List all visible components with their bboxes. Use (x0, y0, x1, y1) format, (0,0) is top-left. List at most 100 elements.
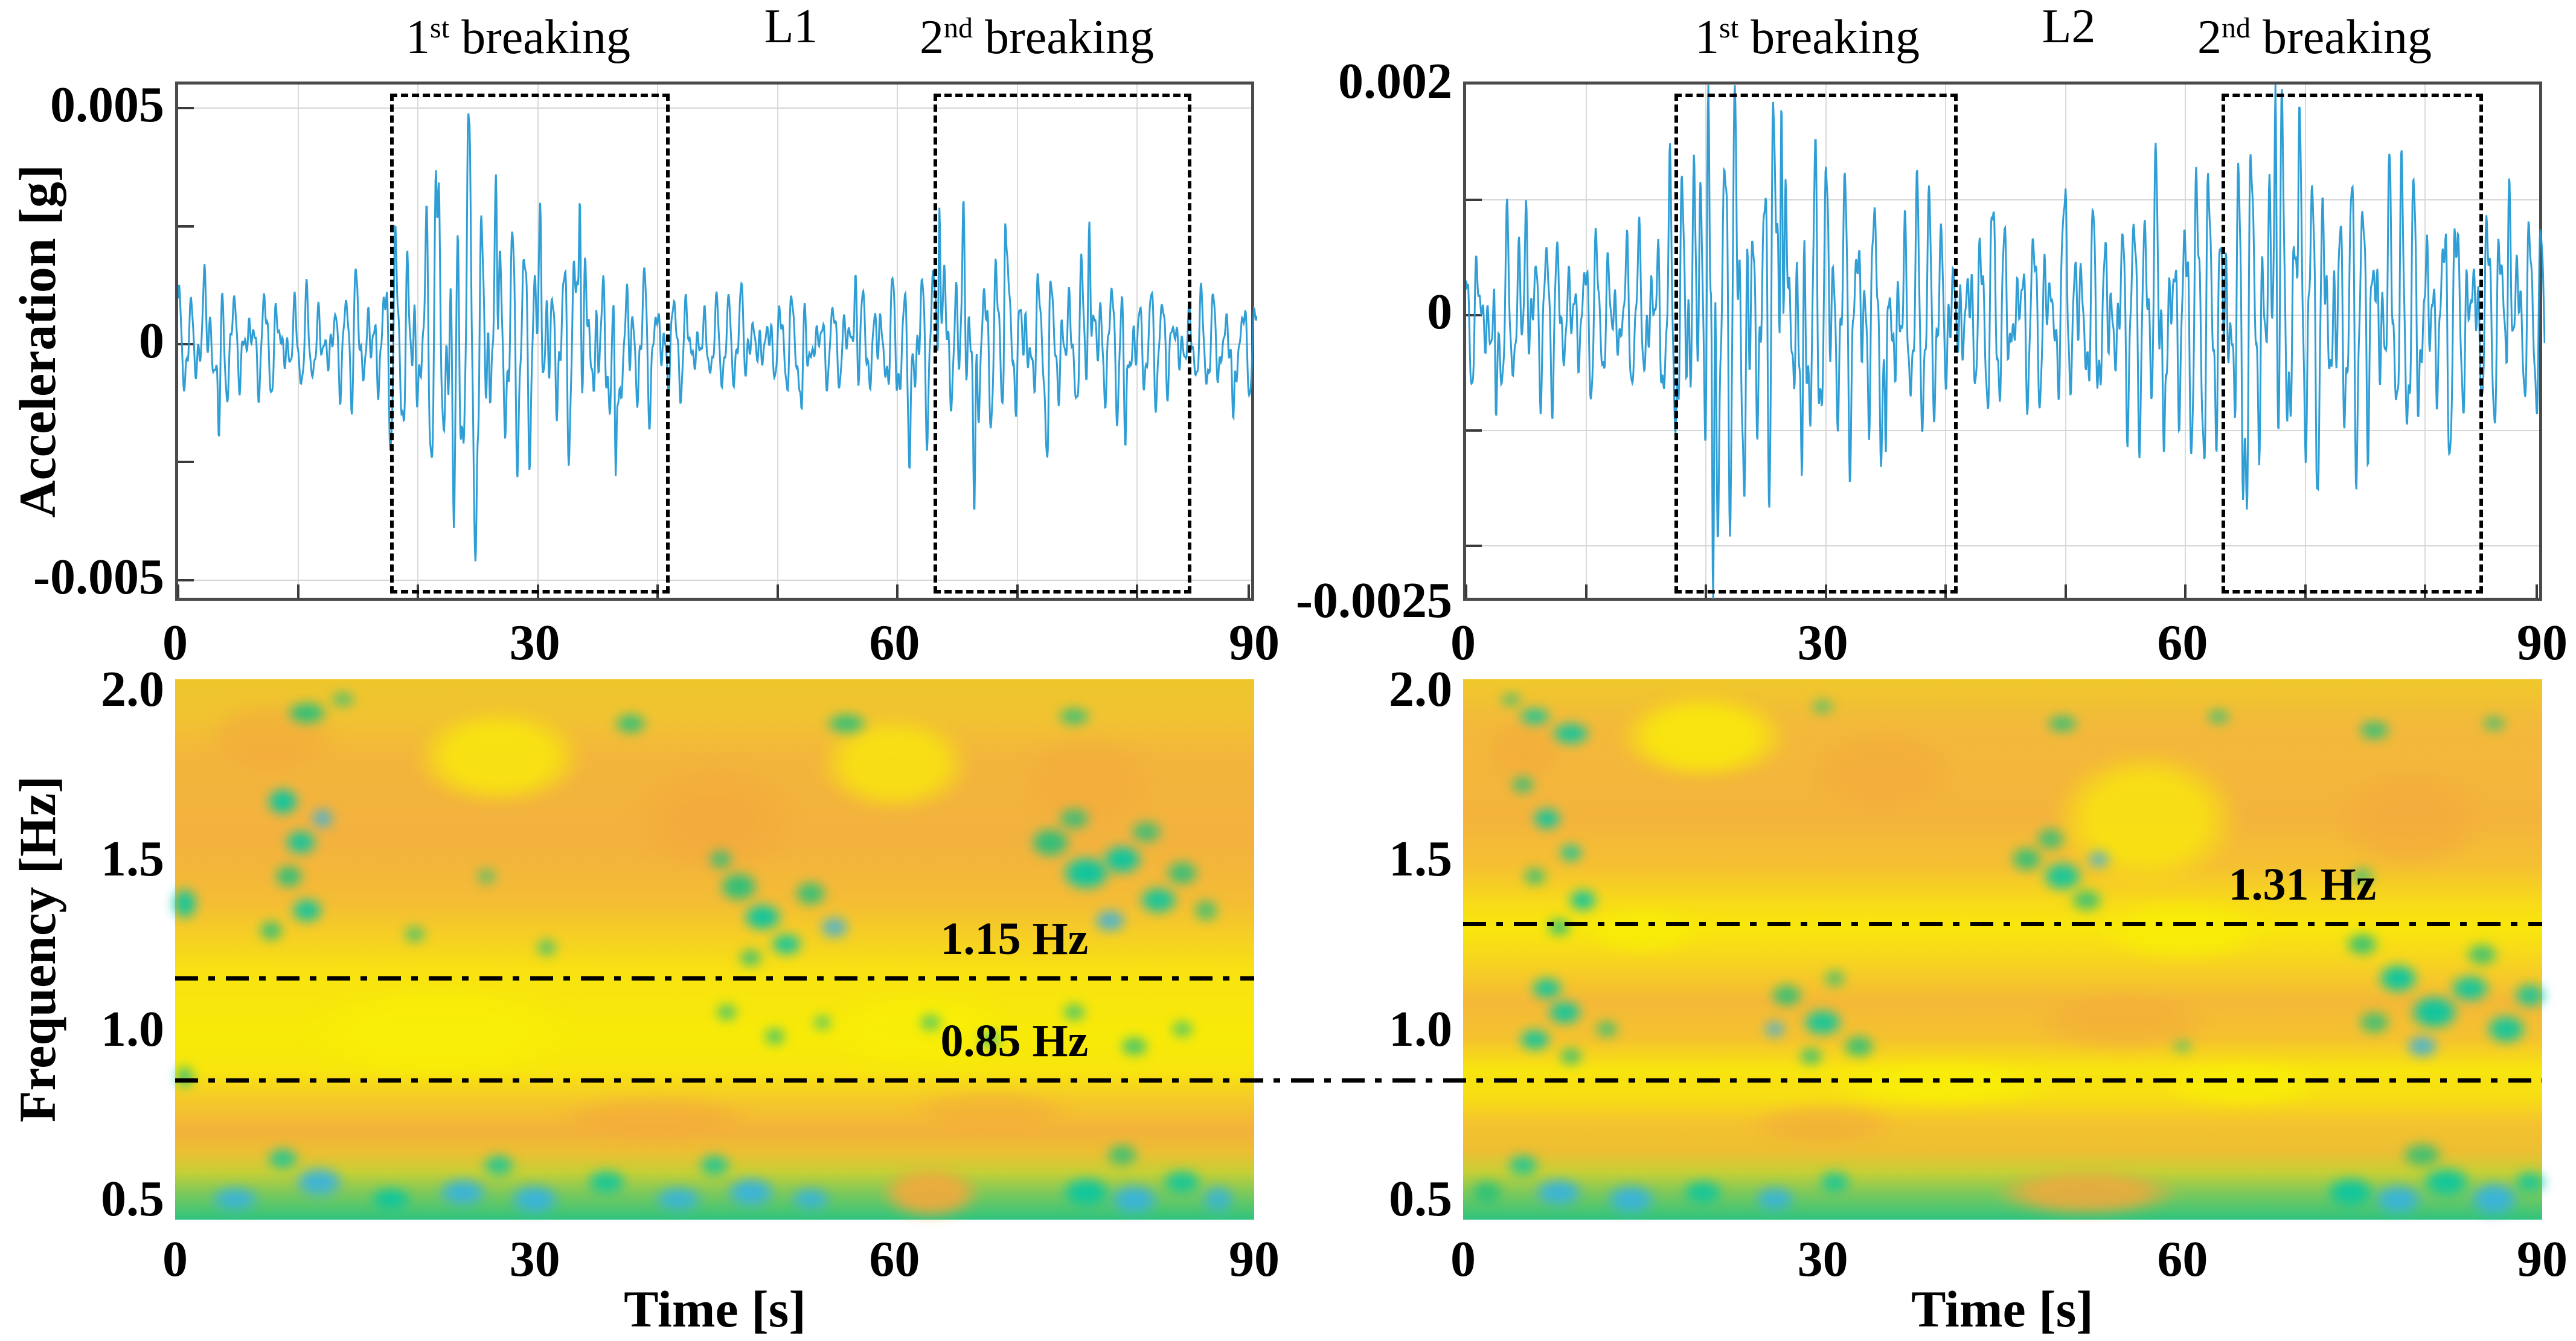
scalogram-blob-b (2080, 845, 2117, 873)
scalogram-blob-g (253, 915, 289, 946)
scalogram-blob-t (1810, 1165, 1859, 1200)
ordinal-suffix: nd (944, 11, 973, 44)
vertical-gridline (1825, 85, 1827, 598)
y-axis-tick (178, 225, 194, 228)
horizontal-gridline (1466, 430, 2539, 432)
horizontal-gridline (1466, 199, 2539, 201)
scalogram-blob-b (642, 1180, 715, 1218)
scalogram-blob-b (1745, 1180, 1805, 1218)
S2-ytick-label: 0.5 (1389, 1171, 1452, 1227)
scalogram-blob-g (710, 999, 744, 1026)
S1-xtick-label: 60 (869, 1231, 920, 1287)
S1-ytick-label: 1.5 (101, 831, 164, 888)
S1-ytick-label: 2.0 (101, 661, 164, 717)
ordinal-number: 1 (406, 11, 431, 64)
l1-acceleration-panel (175, 82, 1257, 601)
ordinal-number: 2 (920, 11, 944, 64)
horizontal-gridline (178, 107, 1251, 109)
ordinal-number: 2 (2197, 11, 2222, 64)
scalogram-blob-g (2392, 1136, 2453, 1174)
y-axis-tick (178, 107, 194, 110)
annotation-word: breaking (449, 11, 630, 64)
L1-ytick-label: 0 (139, 313, 164, 369)
L2-xtick-label: 90 (2517, 615, 2568, 671)
vertical-gridline (1945, 85, 1947, 598)
y-axis-tick (1466, 429, 1482, 432)
vertical-gridline (1585, 85, 1587, 598)
y-axis-tick (178, 578, 194, 581)
scalogram-blob-g (1517, 862, 1553, 890)
x-axis-tick (896, 584, 899, 598)
scalogram-blob-t (1673, 1174, 1733, 1211)
scalogram-blob-g (732, 944, 769, 972)
horizontal-gridline (1466, 545, 2539, 547)
scalogram-blob-g (2476, 711, 2513, 735)
scalogram-blob-g (1552, 1043, 1589, 1071)
scalogram-blob-g (2350, 1005, 2398, 1040)
y-axis-tick (178, 461, 194, 464)
annotation-word: breaking (2251, 11, 2432, 64)
S2-xtick-label: 0 (1450, 1231, 1476, 1287)
scalogram-blob-o (1714, 1093, 1931, 1156)
breaking-window-box-2 (2221, 94, 2483, 594)
horizontal-gridline (1466, 315, 2539, 316)
scalogram-blob-g (757, 1022, 792, 1050)
scalogram-blob-t (165, 880, 204, 927)
scalogram-blob-b (1595, 1177, 1667, 1221)
scalogram-blob-g (808, 1010, 837, 1035)
x-axis-tick (776, 584, 779, 598)
annotation-first-breaking-left: 1st breaking (406, 13, 630, 62)
y-axis-tick (1466, 199, 1482, 202)
scalogram-blob-g (1818, 964, 1852, 992)
L2-waveform-line (1466, 85, 2545, 599)
scalogram-blob-y (247, 964, 631, 1101)
scalogram-blob-t (690, 1148, 739, 1183)
scalogram-blob-o (510, 1087, 799, 1148)
scalogram-blob-b (2398, 1029, 2447, 1064)
l2-scalogram-panel (1463, 676, 2554, 1227)
scalogram-blob-t (1542, 716, 1600, 751)
scalogram-blob-g (1050, 703, 1098, 731)
scalogram-blob-t (577, 1163, 637, 1202)
vertical-gridline (897, 85, 899, 598)
scalogram-blob-g (2338, 927, 2386, 962)
vertical-gridline (2185, 85, 2187, 598)
L1-ytick-label: 0.005 (50, 77, 164, 133)
S1-xtick-label: 90 (1229, 1231, 1280, 1287)
S1-ytick-label: 0.5 (101, 1171, 164, 1227)
annotation-first-breaking-right: 1st breaking (1695, 13, 1920, 62)
x-axis-tick (296, 584, 300, 598)
scalogram-blob-g (816, 708, 877, 739)
annotation-second-breaking-left: 2nd breaking (920, 13, 1154, 62)
S1-xtick-label: 30 (509, 1231, 560, 1287)
scalogram-blob-t (1525, 801, 1569, 836)
scalogram-blob-g (1589, 1016, 1626, 1043)
scalogram-blob-b (1086, 903, 1135, 938)
scalogram-blob-b (499, 1177, 571, 1221)
acceleration-axis-label: Acceleration [g] (8, 164, 66, 518)
L1-waveform (178, 113, 1257, 562)
scalogram-blob-g (914, 1009, 947, 1037)
ordinal-number: 1 (1695, 11, 1720, 64)
scalogram-blob-g (702, 844, 739, 875)
scalogram-blob-g (1505, 770, 1542, 798)
scalogram-blob-g (398, 920, 432, 948)
scalogram-blob-g (1834, 1029, 1883, 1064)
y-axis-tick (178, 343, 194, 345)
scalogram-blob-b (199, 1180, 271, 1218)
scalogram-blob-g (2200, 705, 2237, 729)
scalogram-blob-b (1194, 1179, 1243, 1220)
scalogram-blob-g (1050, 801, 1098, 836)
scalogram-blob-t (762, 927, 811, 962)
scalogram-blob-t (1511, 1022, 1559, 1057)
scalogram-blob-o (1775, 709, 1991, 833)
scalogram-blob-y (379, 689, 619, 826)
scalogram-blob-g (1098, 1138, 1147, 1173)
L2-xtick-label: 30 (1797, 615, 1848, 671)
vertical-gridline (657, 85, 659, 598)
vertical-gridline (537, 85, 539, 598)
S1-xtick-label: 0 (162, 1231, 188, 1287)
scalogram-blob-g (1112, 1031, 1156, 1062)
scalogram-blob-o (858, 1155, 1003, 1230)
S2-ytick-label: 1.0 (1389, 1000, 1452, 1057)
